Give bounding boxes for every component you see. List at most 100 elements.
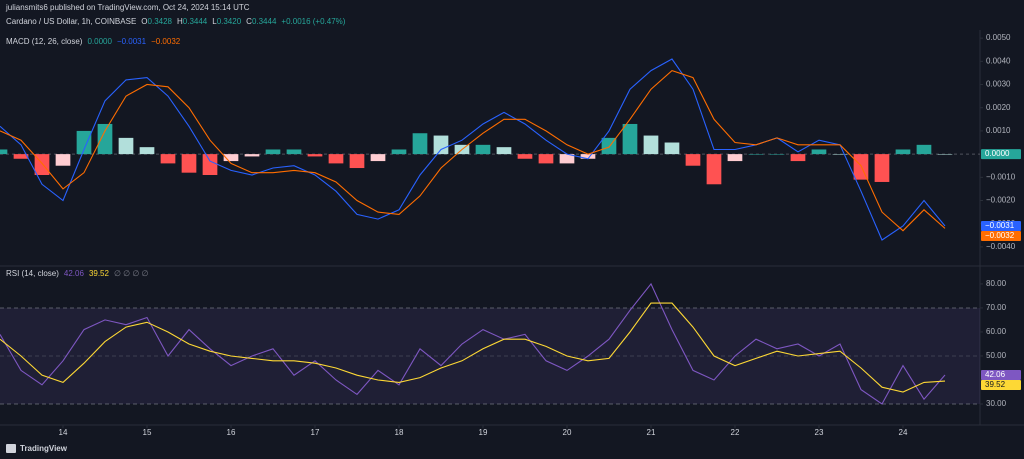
symbol-legend: Cardano / US Dollar, 1h, COINBASE O0.3428… xyxy=(6,17,346,26)
y-tick-label: 0.0050 xyxy=(986,33,1011,42)
series-line xyxy=(0,58,946,241)
histogram-bar xyxy=(517,154,533,159)
price-tag-label: −0.0032 xyxy=(985,231,1015,240)
histogram-bar xyxy=(97,123,113,155)
symbol-name: Cardano / US Dollar, 1h, COINBASE xyxy=(6,17,136,26)
histogram-bar xyxy=(370,154,386,162)
histogram-bar xyxy=(307,154,323,157)
indicator-legend: MACD (12, 26, close) 0.0000 −0.0031 −0.0032 xyxy=(6,37,181,46)
rsi-band-fill xyxy=(0,307,980,404)
ohlc-label: H xyxy=(177,17,183,26)
histogram-bar xyxy=(706,154,722,185)
x-tick-label: 23 xyxy=(815,428,824,437)
legend-value: −0.0031 xyxy=(117,37,147,46)
y-tick-label: 70.00 xyxy=(986,303,1007,312)
histogram-bar xyxy=(76,130,92,155)
histogram-bar xyxy=(559,154,575,164)
legend-value: 42.06 xyxy=(64,269,85,278)
histogram-bar xyxy=(286,149,302,155)
price-tag-label: 39.52 xyxy=(985,380,1006,389)
x-tick-label: 14 xyxy=(59,428,68,437)
y-tick-label: 60.00 xyxy=(986,327,1007,336)
histogram-bar xyxy=(433,135,449,155)
price-tag xyxy=(981,370,1021,381)
histogram-bar xyxy=(223,154,239,162)
x-tick-label: 18 xyxy=(395,428,404,437)
y-tick-label: 0.0020 xyxy=(986,103,1011,112)
histogram-bar xyxy=(328,154,344,164)
histogram-bar xyxy=(622,123,638,155)
legend-value: −0.0032 xyxy=(151,37,181,46)
price-tag xyxy=(981,231,1021,242)
histogram-bar xyxy=(160,154,176,164)
histogram-bar xyxy=(643,135,659,155)
histogram-bar xyxy=(391,149,407,155)
histogram-bar xyxy=(139,147,155,155)
y-tick-label: −0.0040 xyxy=(986,242,1016,251)
histogram-bar xyxy=(580,154,596,159)
ohlc-label: O xyxy=(141,17,147,26)
histogram-bar xyxy=(202,154,218,175)
ohlc-label: L xyxy=(212,17,217,26)
x-tick-label: 15 xyxy=(143,428,152,437)
series-line xyxy=(0,69,946,232)
brand-logo xyxy=(6,444,16,453)
change: +0.0016 (+0.47%) xyxy=(281,17,345,26)
histogram-bar xyxy=(937,154,953,155)
y-tick-label: 0.0030 xyxy=(986,80,1011,89)
x-tick-label: 24 xyxy=(899,428,908,437)
price-tag xyxy=(981,149,1021,160)
x-tick-label: 16 xyxy=(227,428,236,437)
ohlc-value: 0.3420 xyxy=(217,17,242,26)
series-line xyxy=(0,282,946,405)
x-tick-label: 19 xyxy=(479,428,488,437)
histogram-bar xyxy=(664,142,680,155)
histogram-bar xyxy=(874,154,890,182)
histogram-bar xyxy=(538,154,554,164)
y-tick-label: 0.0010 xyxy=(986,126,1011,135)
histogram-bar xyxy=(475,144,491,155)
price-tag-label: 42.06 xyxy=(985,370,1006,379)
histogram-bar xyxy=(13,154,29,159)
legend-value: 0.0000 xyxy=(87,37,112,46)
histogram-bar xyxy=(811,149,827,155)
histogram-bar xyxy=(118,137,134,155)
x-tick-label: 22 xyxy=(731,428,740,437)
histogram-bar xyxy=(727,154,743,162)
y-tick-label: 0.0040 xyxy=(986,56,1011,65)
series-line xyxy=(0,302,946,393)
indicator-title: RSI (14, close) xyxy=(6,269,59,278)
histogram-bar xyxy=(265,149,281,155)
histogram-bar xyxy=(496,147,512,155)
histogram-bar xyxy=(685,154,701,166)
y-tick-label: −0.0020 xyxy=(986,196,1016,205)
histogram-bar xyxy=(55,154,71,166)
brand: TradingView xyxy=(20,444,68,453)
ohlc-label: C xyxy=(246,17,252,26)
indicator-title: MACD (12, 26, close) xyxy=(6,37,83,46)
x-tick-label: 17 xyxy=(311,428,320,437)
histogram-bar xyxy=(349,154,365,169)
x-tick-label: 21 xyxy=(647,428,656,437)
y-tick-label: −0.0010 xyxy=(986,172,1016,181)
y-tick-label: 30.00 xyxy=(986,399,1007,408)
legend-value: 39.52 xyxy=(89,269,110,278)
x-tick-label: 20 xyxy=(563,428,572,437)
price-tag-label: −0.0031 xyxy=(985,221,1015,230)
publisher: juliansmits6 published on TradingView.co… xyxy=(5,3,250,12)
histogram-bar xyxy=(748,154,764,155)
histogram-bar xyxy=(244,154,260,157)
histogram-bar xyxy=(412,133,428,155)
histogram-bar xyxy=(895,149,911,155)
ohlc-value: 0.3428 xyxy=(148,17,173,26)
histogram-bar xyxy=(769,154,785,155)
ohlc-value: 0.3444 xyxy=(183,17,208,26)
histogram-bar xyxy=(832,154,848,155)
ohlc-value: 0.3444 xyxy=(252,17,277,26)
indicator-legend: RSI (14, close) 42.06 39.52 ∅ ∅ ∅ ∅ xyxy=(6,269,149,278)
y-tick-label: 80.00 xyxy=(986,279,1007,288)
price-tag-label: 0.0000 xyxy=(985,149,1010,158)
legend-extra: ∅ ∅ ∅ ∅ xyxy=(114,269,149,278)
